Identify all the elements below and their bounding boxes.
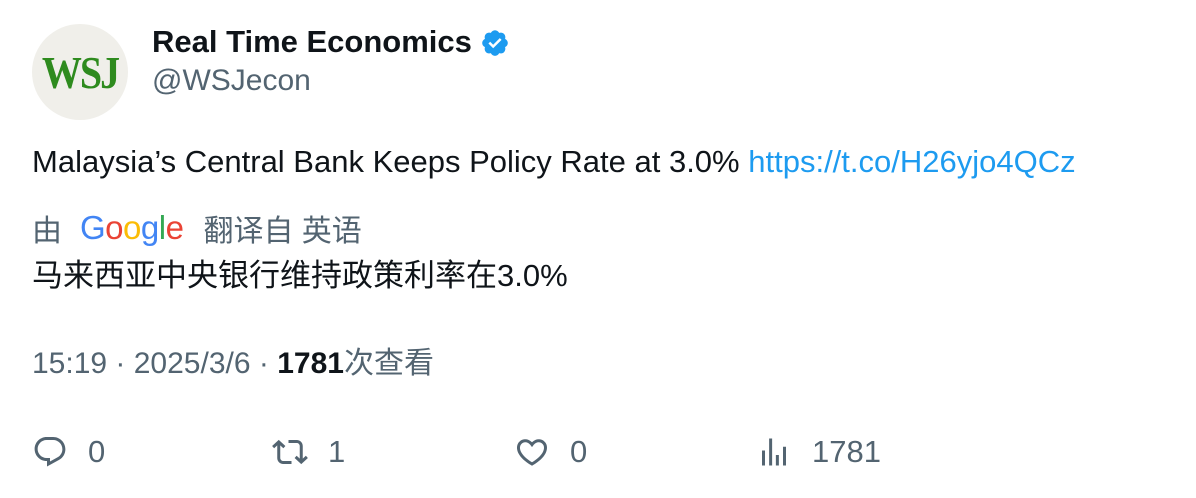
action-bar: 0 1 0 1781 — [0, 428, 1196, 476]
views-count: 1781 — [277, 347, 344, 380]
user-handle[interactable]: @WSJecon — [152, 64, 311, 97]
google-letter: e — [165, 209, 184, 246]
views-suffix: 次查看 — [343, 347, 434, 380]
meta-separator: · — [107, 347, 134, 380]
reply-button[interactable]: 0 — [32, 428, 105, 476]
views-button[interactable]: 1781 — [756, 428, 881, 476]
views-action-count: 1781 — [812, 434, 881, 469]
tweet-time[interactable]: 15:19 — [32, 347, 108, 380]
heart-icon — [516, 439, 548, 466]
translation-attribution: 由 Google 翻译自 英语 — [32, 206, 362, 250]
like-count: 0 — [570, 434, 588, 469]
translated-text: 马来西亚中央银行维持政策利率在3.0% — [32, 258, 568, 293]
verified-badge-icon — [482, 30, 508, 56]
retweet-button[interactable]: 1 — [272, 428, 345, 476]
tweet-link[interactable]: https://t.co/H26yjo4QCz — [748, 144, 1076, 179]
google-letter: l — [158, 209, 166, 246]
bar-chart-icon — [762, 438, 786, 466]
tweet-meta: 15:19 · 2025/3/6 · 1781次查看 — [32, 344, 434, 384]
meta-separator: · — [250, 347, 278, 380]
retweet-count: 1 — [328, 434, 346, 469]
google-logo[interactable]: Google — [80, 209, 184, 247]
like-button[interactable]: 0 — [514, 428, 587, 476]
google-letter: g — [140, 209, 159, 246]
author-header: Real Time Economics — [152, 22, 510, 62]
tweet-text: Malaysia’s Central Bank Keeps Policy Rat… — [32, 142, 1076, 182]
google-letter: G — [80, 209, 106, 246]
avatar[interactable]: WSJ — [32, 24, 128, 120]
reply-icon — [34, 437, 66, 467]
wsj-logo: WSJ — [41, 46, 120, 98]
translated-from-label: 翻译自 英语 — [203, 215, 362, 248]
retweet-icon — [272, 439, 308, 465]
tweet-body: Malaysia’s Central Bank Keeps Policy Rat… — [32, 144, 740, 179]
google-letter: o — [105, 209, 124, 246]
translated-by-label: 由 — [32, 215, 62, 248]
google-letter: o — [123, 209, 141, 246]
display-name[interactable]: Real Time Economics — [152, 24, 472, 59]
reply-count: 0 — [88, 434, 106, 469]
tweet-date[interactable]: 2025/3/6 — [133, 347, 251, 380]
